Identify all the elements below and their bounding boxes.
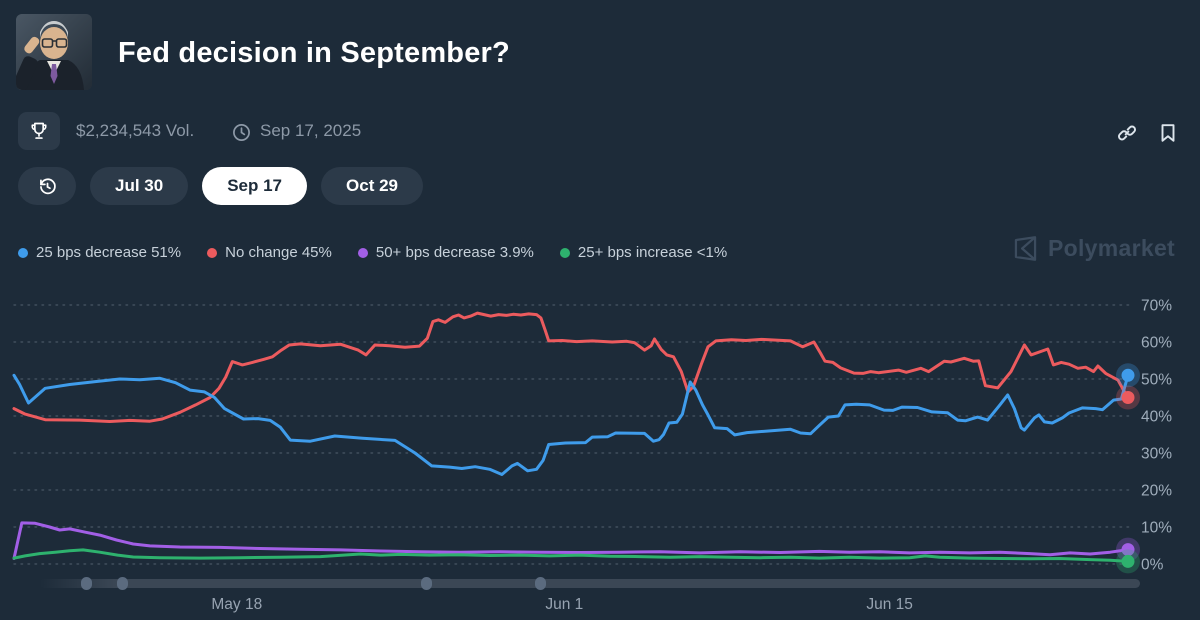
history-clock-icon xyxy=(39,177,56,194)
clock-icon xyxy=(233,124,250,141)
y-axis-tick: 50% xyxy=(1141,372,1172,389)
legend-dot-icon xyxy=(207,247,218,258)
legend-item[interactable]: 25 bps decrease 51% xyxy=(18,244,181,261)
x-axis-tick: May 18 xyxy=(211,596,263,613)
legend-label: 50+ bps decrease 3.9% xyxy=(375,244,534,261)
y-axis-tick: 20% xyxy=(1141,483,1172,500)
x-axis-tick: Jun 15 xyxy=(866,596,913,613)
trophy-icon xyxy=(31,122,47,139)
polymarket-logo-icon xyxy=(1014,236,1037,261)
legend-item[interactable]: 25+ bps increase <1% xyxy=(559,244,728,261)
timeline-scrubber[interactable] xyxy=(40,577,1140,590)
market-avatar xyxy=(16,14,92,90)
outcome-date-tabs: Jul 30 Sep 17 Oct 29 xyxy=(18,167,423,205)
x-axis-tick: Jun 1 xyxy=(545,596,584,613)
legend-item[interactable]: No change 45% xyxy=(207,244,332,261)
endpoint-dot xyxy=(1121,368,1135,382)
endpoint-dot xyxy=(1121,391,1135,404)
legend-dot-icon xyxy=(559,247,570,258)
price-chart[interactable]: 0% 10% 20% 30% 40% 50% 60% 70% xyxy=(0,280,1200,620)
tab-jul-30[interactable]: Jul 30 xyxy=(90,167,189,205)
volume-label: $2,234,543 Vol. xyxy=(76,121,195,140)
end-date-label: Sep 17, 2025 xyxy=(260,121,362,140)
bookmark-button[interactable] xyxy=(1157,122,1179,144)
scrubber-event-marker[interactable] xyxy=(420,577,432,590)
page-title: Fed decision in September? xyxy=(118,37,510,69)
powell-portrait-image xyxy=(16,14,92,90)
y-axis-tick: 30% xyxy=(1141,446,1172,463)
tab-sep-17[interactable]: Sep 17 xyxy=(202,167,308,205)
endpoint-dot xyxy=(1121,543,1135,557)
series-line-50-bps-decrease xyxy=(12,521,1130,560)
legend-dot-icon xyxy=(18,247,28,258)
legend-label: 25+ bps increase <1% xyxy=(577,244,728,261)
legend-label: No change 45% xyxy=(225,244,332,261)
legend-label: 25 bps decrease 51% xyxy=(36,244,182,261)
series-line-25-bps-decrease xyxy=(12,373,1130,476)
history-button[interactable] xyxy=(18,167,76,205)
polymarket-watermark: Polymarket xyxy=(1012,235,1175,262)
endpoint-dot xyxy=(1121,554,1135,568)
scrubber-event-marker[interactable] xyxy=(535,577,546,590)
scrubber-event-marker[interactable] xyxy=(80,577,92,590)
leaderboard-button[interactable] xyxy=(18,112,60,150)
y-axis-tick: 10% xyxy=(1141,520,1172,537)
chart-legend: 25 bps decrease 51% No change 45% 50+ bps … xyxy=(18,244,727,261)
y-axis-tick: 60% xyxy=(1141,335,1172,352)
legend-dot-icon xyxy=(357,247,368,258)
polymarket-logo-text: Polymarket xyxy=(1047,235,1175,261)
legend-item[interactable]: 50+ bps decrease 3.9% xyxy=(357,244,534,261)
copy-link-button[interactable] xyxy=(1116,122,1138,144)
scrubber-event-marker[interactable] xyxy=(117,577,128,590)
tab-oct-29[interactable]: Oct 29 xyxy=(321,167,423,205)
y-axis-tick: 40% xyxy=(1141,409,1172,426)
y-axis-tick: 70% xyxy=(1141,298,1172,315)
series-line-no-change xyxy=(12,311,1130,423)
series-line-25-bps-increase xyxy=(12,548,1130,563)
y-axis-tick: 0% xyxy=(1141,557,1164,574)
